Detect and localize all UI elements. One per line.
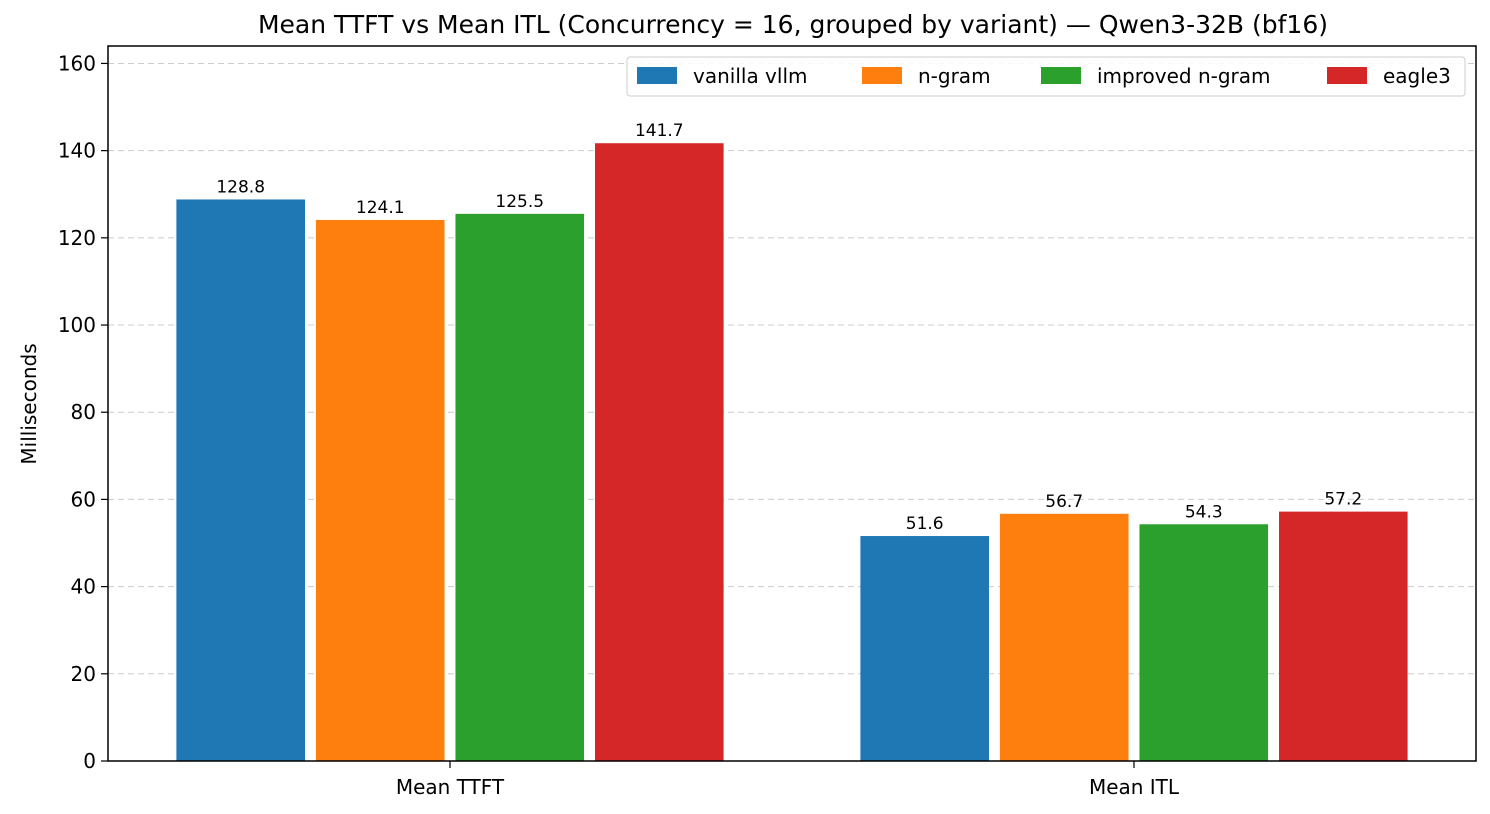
x-tick-label: Mean ITL <box>1089 775 1180 799</box>
y-tick-label: 120 <box>58 226 96 250</box>
x-tick-label: Mean TTFT <box>396 775 505 799</box>
data-label: 54.3 <box>1185 502 1223 522</box>
bar <box>176 199 305 762</box>
chart-title: Mean TTFT vs Mean ITL (Concurrency = 16,… <box>258 10 1328 39</box>
y-tick-label: 80 <box>71 400 96 424</box>
y-tick-label: 160 <box>58 51 96 75</box>
legend-label: n-gram <box>918 64 991 88</box>
bar <box>315 219 445 761</box>
y-tick-label: 100 <box>58 313 96 337</box>
legend: vanilla vllm n-gram improved n-gram eagle3 <box>626 56 1466 97</box>
bars <box>176 143 1408 762</box>
legend-label: eagle3 <box>1383 64 1451 88</box>
bar <box>860 536 989 761</box>
y-tick-label: 20 <box>71 662 96 686</box>
bar <box>999 513 1129 761</box>
legend-swatch <box>637 67 677 84</box>
legend-swatch <box>862 67 902 84</box>
data-label: 128.8 <box>216 177 265 197</box>
data-labels: 128.8 124.1 125.5 141.7 51.6 56.7 54.3 57.2 <box>216 121 1362 534</box>
legend-swatch <box>1041 67 1081 84</box>
legend-label: improved n-gram <box>1097 64 1271 88</box>
y-tick-label: 40 <box>71 575 96 599</box>
bar <box>1279 511 1408 761</box>
y-axis-label: Milliseconds <box>17 343 41 464</box>
bar <box>455 213 585 762</box>
bar <box>595 143 724 762</box>
y-tick-label: 0 <box>83 749 96 773</box>
data-label: 124.1 <box>356 198 405 218</box>
data-label: 51.6 <box>906 514 944 534</box>
legend-label: vanilla vllm <box>693 64 807 88</box>
data-label: 141.7 <box>635 121 684 141</box>
data-label: 56.7 <box>1045 492 1083 512</box>
data-label: 125.5 <box>495 192 544 212</box>
plot-frame <box>107 45 1477 762</box>
data-label: 57.2 <box>1324 490 1362 510</box>
axis-ticks: 0 20 40 60 80 100 120 140 160 Mean TTFT Mean ITL <box>58 51 1180 799</box>
y-tick-label: 140 <box>58 139 96 163</box>
legend-swatch <box>1327 67 1367 84</box>
gridlines <box>108 62 1476 675</box>
bar <box>1139 524 1269 761</box>
y-tick-label: 60 <box>71 487 96 511</box>
